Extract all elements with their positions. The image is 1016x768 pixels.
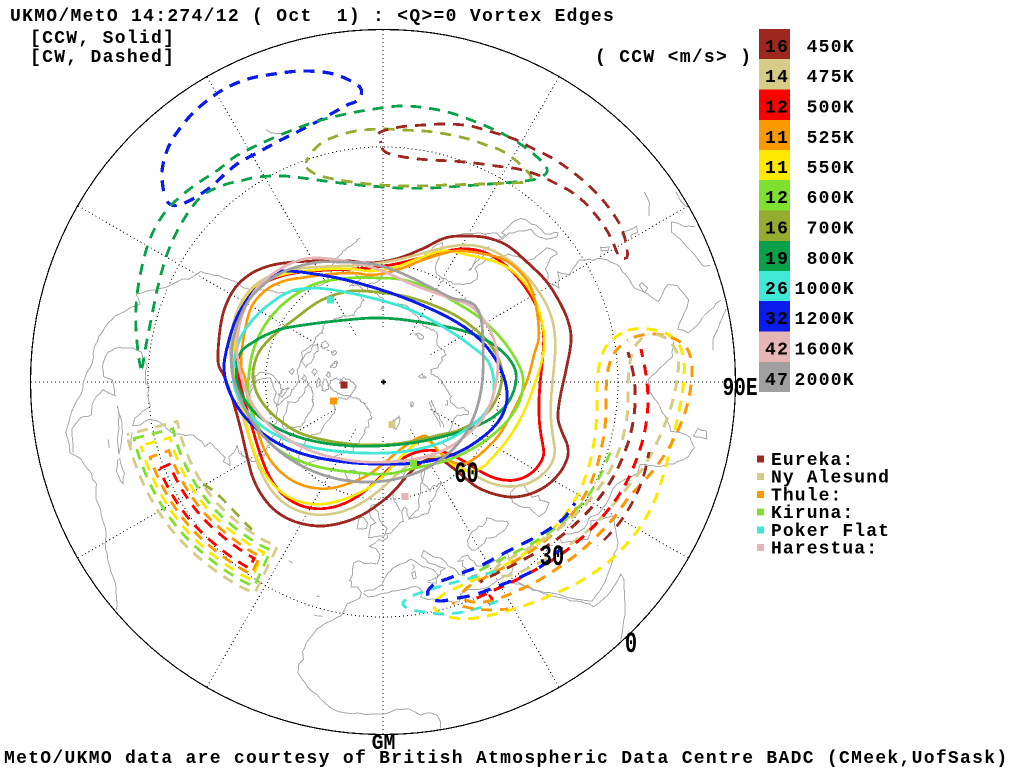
svg-text:19: 19	[765, 250, 789, 270]
svg-text:500K: 500K	[807, 99, 855, 119]
svg-text:475K: 475K	[807, 68, 855, 88]
svg-text:47: 47	[765, 371, 789, 391]
svg-text:Thule:: Thule:	[771, 486, 842, 506]
svg-text:Ny Alesund: Ny Alesund	[771, 469, 890, 489]
svg-text:Eureka:: Eureka:	[771, 451, 854, 471]
svg-text:16: 16	[765, 38, 789, 58]
svg-text:42: 42	[765, 341, 789, 361]
svg-text:450K: 450K	[807, 38, 855, 58]
svg-text:800K: 800K	[807, 250, 855, 270]
svg-text:11: 11	[765, 129, 789, 149]
svg-text:2000K: 2000K	[794, 371, 855, 391]
svg-text:MetO/UKMO data are courtesy of: MetO/UKMO data are courtesy of British A…	[4, 749, 1008, 768]
svg-text:( CCW <m/s> ): ( CCW <m/s> )	[595, 48, 752, 68]
svg-text:16: 16	[765, 220, 789, 240]
svg-text:90E: 90E	[722, 374, 757, 403]
svg-text:GM: GM	[372, 732, 396, 756]
svg-text:12: 12	[765, 99, 789, 119]
svg-text:60: 60	[454, 457, 478, 491]
svg-text:600K: 600K	[807, 189, 855, 209]
svg-text:Kiruna:: Kiruna:	[771, 504, 854, 524]
svg-text:1000K: 1000K	[794, 280, 855, 300]
svg-text:30: 30	[540, 540, 564, 574]
svg-text:11: 11	[765, 159, 789, 179]
svg-text:1600K: 1600K	[794, 341, 855, 361]
svg-text:[CW, Dashed]: [CW, Dashed]	[30, 48, 175, 68]
svg-text:14: 14	[765, 68, 789, 88]
svg-text:UKMO/MetO 14:274/12 ( Oct 1): UKMO/MetO 14:274/12 ( Oct 1) : <Q>=0 Vor…	[10, 7, 615, 27]
svg-text:Poker Flat: Poker Flat	[771, 522, 890, 542]
svg-text:32: 32	[765, 310, 789, 330]
svg-text:[CCW, Solid]: [CCW, Solid]	[30, 29, 175, 49]
svg-text:0: 0	[625, 627, 637, 661]
svg-text:26: 26	[765, 280, 789, 300]
svg-text:Harestua:: Harestua:	[771, 540, 878, 560]
svg-text:1200K: 1200K	[794, 310, 855, 330]
svg-text:550K: 550K	[807, 159, 855, 179]
svg-text:12: 12	[765, 189, 789, 209]
svg-text:525K: 525K	[807, 129, 855, 149]
svg-text:700K: 700K	[807, 220, 855, 240]
